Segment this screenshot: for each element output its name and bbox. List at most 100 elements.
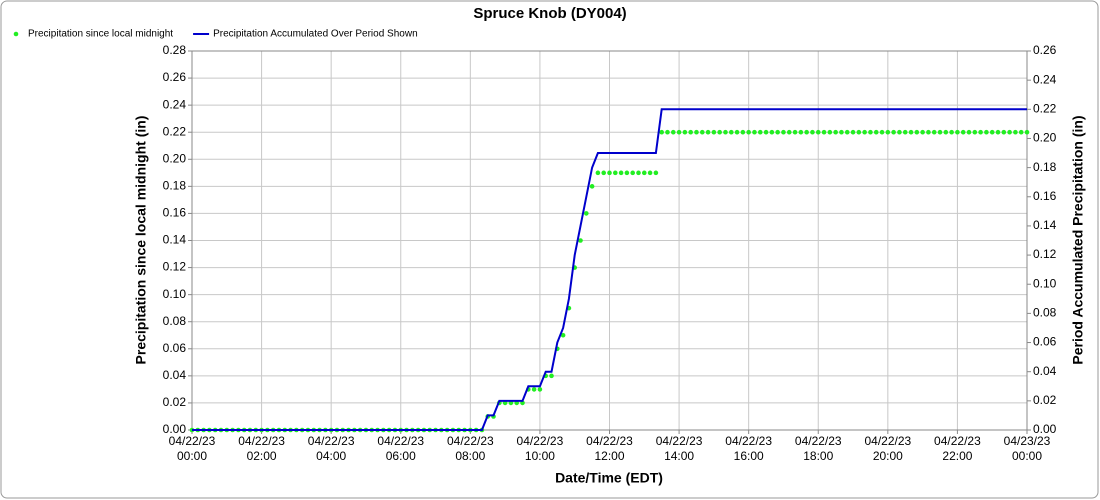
x-tick-label: 04/22/23 00:00 bbox=[169, 434, 216, 463]
y-tick-label: 0.12 bbox=[163, 260, 187, 274]
x-tick-label: 04/22/23 22:00 bbox=[934, 434, 981, 463]
point bbox=[636, 170, 641, 176]
point bbox=[920, 129, 925, 135]
point bbox=[618, 170, 624, 176]
legend-label: Precipitation Accumulated Over Period Sh… bbox=[213, 29, 418, 40]
x-axis-label: Date/Time (EDT) bbox=[555, 470, 663, 486]
y2-tick-label: 0.10 bbox=[1033, 276, 1057, 290]
y2-tick-label: 0.04 bbox=[1033, 364, 1057, 378]
x-tick-label: 04/22/23 04:00 bbox=[308, 434, 355, 463]
y2-tick-label: 0.18 bbox=[1033, 160, 1057, 174]
y-tick-label: 0.06 bbox=[163, 341, 187, 355]
point bbox=[769, 129, 775, 135]
point bbox=[937, 129, 943, 135]
point bbox=[549, 373, 554, 379]
point bbox=[781, 129, 786, 135]
point bbox=[995, 129, 1001, 135]
y-tick-label: 0.24 bbox=[163, 97, 187, 111]
point bbox=[1018, 129, 1024, 135]
point bbox=[624, 170, 630, 176]
point bbox=[792, 129, 798, 135]
y-tick-label: 0.08 bbox=[163, 314, 187, 328]
y2-tick-label: 0.00 bbox=[1033, 422, 1057, 436]
point bbox=[740, 129, 746, 135]
legend-label: Precipitation since local midnight bbox=[28, 29, 173, 40]
x-tick-label: 04/22/23 18:00 bbox=[795, 434, 842, 463]
point bbox=[856, 129, 862, 135]
point bbox=[1007, 129, 1012, 135]
point bbox=[897, 129, 902, 135]
y-tick-label: 0.26 bbox=[163, 70, 187, 84]
point bbox=[804, 129, 809, 135]
point bbox=[786, 129, 792, 135]
chart-title: Spruce Knob (DY004) bbox=[473, 5, 626, 22]
x-tick-label: 04/22/23 08:00 bbox=[447, 434, 494, 463]
y2-tick-label: 0.14 bbox=[1033, 218, 1057, 232]
line bbox=[192, 108, 1027, 431]
point bbox=[972, 129, 978, 135]
point bbox=[914, 129, 920, 135]
point bbox=[752, 129, 757, 135]
point bbox=[839, 129, 844, 135]
point bbox=[746, 129, 751, 135]
point bbox=[728, 129, 734, 135]
point bbox=[584, 211, 589, 216]
y2-tick-label: 0.24 bbox=[1033, 72, 1057, 86]
point bbox=[931, 129, 937, 135]
point bbox=[595, 170, 601, 176]
plot-area bbox=[191, 50, 1028, 431]
x-tick-label: 04/22/23 02:00 bbox=[238, 434, 285, 463]
point bbox=[949, 129, 954, 135]
y-tick-label: 0.04 bbox=[163, 368, 187, 382]
y2-tick-label: 0.20 bbox=[1033, 131, 1057, 145]
y-tick-label: 0.10 bbox=[163, 287, 187, 301]
y-tick-label: 0.00 bbox=[163, 422, 187, 436]
y-tick-label: 0.18 bbox=[163, 179, 187, 193]
x-tick-label: 04/22/23 06:00 bbox=[377, 434, 424, 463]
point bbox=[833, 129, 838, 135]
point bbox=[775, 129, 780, 135]
point bbox=[688, 129, 693, 135]
legend-marker bbox=[13, 31, 19, 37]
point bbox=[705, 129, 711, 135]
point bbox=[694, 129, 699, 135]
point bbox=[821, 129, 827, 135]
point bbox=[827, 129, 833, 135]
point bbox=[659, 129, 664, 135]
x-tick-label: 04/22/23 12:00 bbox=[586, 434, 633, 463]
point bbox=[757, 129, 763, 135]
point bbox=[984, 129, 989, 135]
point bbox=[815, 129, 821, 135]
point bbox=[798, 129, 804, 135]
y2-tick-label: 0.08 bbox=[1033, 306, 1057, 320]
x-tick-label: 04/22/23 20:00 bbox=[864, 434, 911, 463]
point bbox=[862, 129, 867, 135]
point bbox=[885, 129, 891, 135]
point bbox=[810, 129, 815, 135]
point bbox=[717, 129, 722, 135]
point bbox=[670, 129, 676, 135]
point bbox=[960, 129, 966, 135]
y2-tick-label: 0.12 bbox=[1033, 247, 1057, 261]
point bbox=[1013, 129, 1018, 135]
y-tick-label: 0.14 bbox=[163, 233, 187, 247]
point bbox=[978, 129, 983, 135]
point bbox=[989, 129, 995, 135]
point bbox=[612, 170, 618, 176]
point bbox=[682, 129, 688, 135]
y2-tick-label: 0.06 bbox=[1033, 335, 1057, 349]
point bbox=[943, 129, 949, 135]
y-tick-label: 0.20 bbox=[163, 151, 187, 165]
point bbox=[902, 129, 908, 135]
point bbox=[723, 129, 728, 135]
x-tick-label: 04/22/23 14:00 bbox=[656, 434, 703, 463]
point bbox=[966, 129, 972, 135]
point bbox=[653, 170, 659, 176]
point bbox=[537, 387, 543, 392]
y-tick-label: 0.28 bbox=[163, 43, 187, 57]
point bbox=[699, 129, 705, 135]
point bbox=[844, 129, 850, 135]
point bbox=[850, 129, 856, 135]
